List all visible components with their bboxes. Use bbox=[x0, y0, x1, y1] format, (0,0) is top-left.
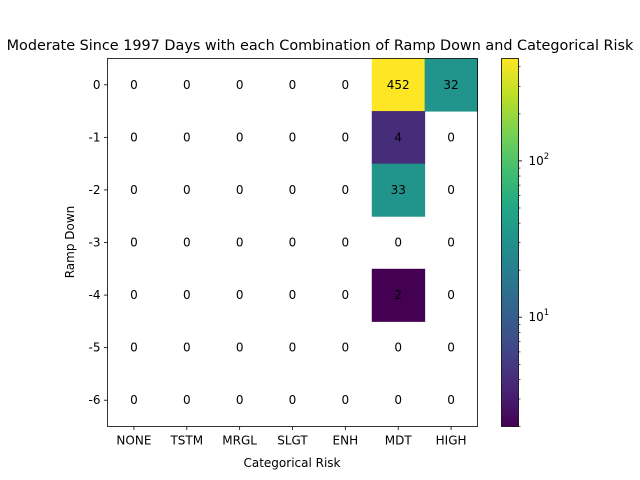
cell-value-label: 0 bbox=[342, 183, 350, 197]
y-tick-label: -6 bbox=[89, 393, 101, 407]
cell-value-label: 0 bbox=[289, 288, 297, 302]
cell-value-label: 0 bbox=[289, 236, 297, 250]
heatmap-cell bbox=[371, 163, 426, 217]
x-tick-label: TSTM bbox=[169, 434, 203, 448]
cell-value-label: 0 bbox=[130, 288, 138, 302]
cell-value-label: 0 bbox=[130, 130, 138, 144]
cell-value-label: 0 bbox=[394, 236, 402, 250]
colorbar-tick-label: 102 bbox=[529, 152, 550, 168]
cell-value-label: 0 bbox=[447, 236, 455, 250]
cell-value-label: 0 bbox=[236, 78, 244, 92]
cell-value-label: 0 bbox=[447, 341, 455, 355]
cell-value-label: 0 bbox=[236, 288, 244, 302]
y-tick-label: -1 bbox=[89, 130, 101, 144]
cell-value-label: 0 bbox=[289, 341, 297, 355]
cell-value-label: 0 bbox=[342, 288, 350, 302]
colorbar-ticks: 101 102 bbox=[518, 66, 550, 427]
x-axis-label: Categorical Risk bbox=[243, 456, 340, 470]
cell-value-label: 0 bbox=[342, 236, 350, 250]
cell-value-label: 0 bbox=[183, 183, 191, 197]
cell-value-label: 0 bbox=[447, 393, 455, 407]
cell-value-label: 0 bbox=[236, 130, 244, 144]
chart-title: Moderate Since 1997 Days with each Combi… bbox=[7, 38, 634, 54]
x-tick-label: MDT bbox=[385, 434, 413, 448]
cell-value-label: 0 bbox=[130, 341, 138, 355]
cell-value-label: 0 bbox=[394, 393, 402, 407]
cell-value-label: 0 bbox=[289, 78, 297, 92]
cell-value-label: 0 bbox=[342, 341, 350, 355]
x-tick-label: MRGL bbox=[222, 434, 257, 448]
cell-value-label: 33 bbox=[391, 183, 406, 197]
cell-value-label: 4 bbox=[394, 130, 402, 144]
y-tick-label: -3 bbox=[89, 236, 101, 250]
cell-value-label: 0 bbox=[447, 288, 455, 302]
y-axis-label: Ramp Down bbox=[63, 206, 77, 279]
cell-value-labels: 0 0 0 0 0 452 32 0 0 0 0 0 4 0 0 0 0 0 0 33 0 0 0 0 0 0 0 0 0 0 0 0 0 2 0 0… bbox=[130, 78, 459, 407]
colorbar bbox=[501, 58, 519, 427]
heatmap-cell bbox=[371, 111, 426, 165]
cell-value-label: 0 bbox=[236, 393, 244, 407]
cell-value-label: 0 bbox=[183, 130, 191, 144]
y-tick-label: -5 bbox=[89, 341, 101, 355]
y-tick-label: -2 bbox=[89, 183, 101, 197]
cell-value-label: 0 bbox=[289, 183, 297, 197]
cell-value-label: 0 bbox=[183, 236, 191, 250]
cell-value-label: 0 bbox=[236, 236, 244, 250]
heatmap-cells bbox=[371, 58, 478, 322]
x-tick-label: ENH bbox=[333, 434, 359, 448]
x-tick-label: NONE bbox=[116, 434, 151, 448]
cell-value-label: 0 bbox=[183, 288, 191, 302]
cell-value-label: 0 bbox=[342, 130, 350, 144]
x-tick-label: SLGT bbox=[277, 434, 308, 448]
cell-value-label: 0 bbox=[342, 393, 350, 407]
cell-value-label: 32 bbox=[443, 78, 458, 92]
x-tick-label: HIGH bbox=[436, 434, 467, 448]
y-axis-ticks: 0 -1 -2 -3 -4 -5 -6 bbox=[89, 78, 108, 407]
cell-value-label: 0 bbox=[130, 183, 138, 197]
cell-value-label: 0 bbox=[183, 393, 191, 407]
cell-value-label: 0 bbox=[183, 78, 191, 92]
y-tick-label: -4 bbox=[89, 288, 101, 302]
cell-value-label: 0 bbox=[183, 341, 191, 355]
x-axis-ticks: NONE TSTM MRGL SLGT ENH MDT HIGH bbox=[116, 426, 467, 448]
cell-value-label: 0 bbox=[342, 78, 350, 92]
cell-value-label: 0 bbox=[130, 393, 138, 407]
heatmap-cell bbox=[371, 268, 426, 322]
cell-value-label: 2 bbox=[394, 288, 402, 302]
cell-value-label: 0 bbox=[394, 341, 402, 355]
cell-value-label: 0 bbox=[236, 341, 244, 355]
cell-value-label: 0 bbox=[236, 183, 244, 197]
cell-value-label: 0 bbox=[130, 78, 138, 92]
colorbar-tick-label: 101 bbox=[529, 308, 550, 324]
y-tick-label: 0 bbox=[93, 78, 101, 92]
heatmap-cell bbox=[424, 58, 478, 112]
cell-value-label: 0 bbox=[130, 236, 138, 250]
cell-value-label: 0 bbox=[447, 130, 455, 144]
cell-value-label: 0 bbox=[289, 130, 297, 144]
cell-value-label: 0 bbox=[447, 183, 455, 197]
heatmap-cell bbox=[371, 58, 426, 112]
cell-value-label: 452 bbox=[387, 78, 410, 92]
cell-value-label: 0 bbox=[289, 393, 297, 407]
